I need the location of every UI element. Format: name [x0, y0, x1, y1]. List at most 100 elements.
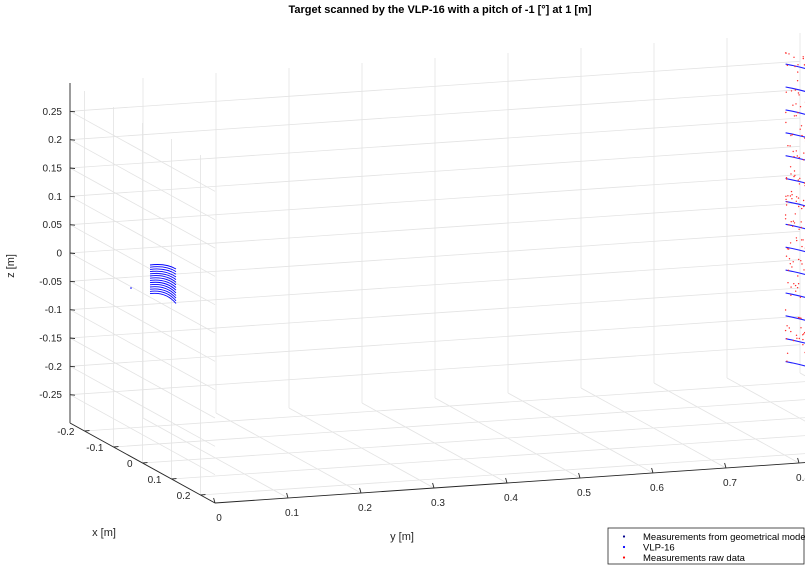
raw-data-point [786, 178, 788, 180]
raw-data-point [801, 134, 803, 137]
raw-data-point [790, 173, 792, 175]
raw-data-point [787, 269, 790, 271]
raw-data-point [802, 57, 804, 60]
x-tick-label: -0.1 [86, 443, 104, 454]
axis-lines [69, 83, 805, 504]
raw-data-point [789, 242, 792, 244]
chart-title: Target scanned by the VLP-16 with a pitc… [288, 4, 591, 16]
raw-data-point [792, 225, 794, 227]
raw-data-point [802, 344, 804, 346]
z-tick-label: 0 [56, 249, 62, 260]
raw-data-point [789, 166, 792, 168]
raw-data-point [800, 226, 802, 229]
z-tick-mark [69, 394, 76, 396]
raw-data-point [803, 205, 805, 208]
model-scan-line [785, 177, 805, 184]
vlp16-scan-arc [149, 288, 177, 299]
raw-data-point [792, 220, 795, 222]
legend-label-vlp16: VLP-16 [643, 543, 675, 554]
vlp16-scan-arc [149, 272, 177, 280]
raw-data-point [785, 121, 787, 124]
raw-data-point [793, 115, 796, 117]
model-scan-line [785, 315, 805, 321]
raw-data-point [792, 150, 794, 153]
raw-data-point [797, 64, 799, 66]
grid-line [69, 202, 801, 254]
grid-line [69, 174, 801, 226]
raw-data-point [786, 352, 789, 354]
grid-line [69, 344, 801, 396]
x-tick-label: 0.1 [148, 475, 162, 486]
raw-data-point [802, 199, 805, 202]
raw-data-point [785, 52, 787, 54]
raw-data-point [787, 145, 789, 147]
raw-data-point [800, 221, 802, 223]
grid-line [84, 381, 805, 432]
z-tick-mark [69, 309, 76, 311]
vlp16-scan-arc [149, 275, 177, 283]
raw-data-point [792, 104, 794, 106]
model-scan-line [785, 86, 805, 92]
raw-data-point [785, 198, 787, 201]
raw-data-point [788, 327, 790, 329]
raw-data-point [790, 221, 792, 223]
raw-data-point [788, 224, 790, 226]
grid-line [200, 453, 805, 496]
raw-data-point [795, 150, 797, 152]
model-scan-line [785, 132, 805, 138]
raw-data-point [798, 258, 800, 261]
raw-data-point [797, 71, 799, 73]
raw-data-point [803, 152, 805, 154]
y-tick-label: 0 [216, 513, 222, 524]
y-tick-mark [213, 497, 216, 504]
x-tick-label: -0.2 [57, 427, 75, 438]
raw-data-point [793, 56, 795, 58]
raw-data-point [797, 197, 800, 199]
raw-data-point [802, 334, 804, 336]
z-tick-label: 0.15 [43, 164, 63, 175]
legend-label-raw: Measurements raw data [643, 553, 746, 564]
raw-data-point [793, 156, 795, 158]
raw-data-point [795, 115, 797, 117]
raw-data-point [785, 91, 787, 93]
raw-data-point [801, 207, 803, 210]
raw-data-point [798, 228, 800, 230]
raw-data-point [790, 294, 792, 296]
raw-data-point [795, 237, 798, 239]
y-tick-label: 0.5 [577, 488, 591, 499]
raw-data-point [789, 195, 792, 197]
y-tick-label: 0.6 [650, 483, 664, 494]
raw-data-point [798, 205, 800, 208]
z-tick-label: 0.1 [48, 192, 62, 203]
grid-line [113, 399, 805, 448]
raw-data-point [794, 65, 796, 68]
vlp16-scan-arc [149, 264, 177, 270]
raw-data-point [795, 200, 797, 202]
raw-data-point [803, 333, 805, 335]
raw-data-point [784, 309, 787, 311]
raw-data-point [791, 198, 793, 200]
raw-data-point [791, 266, 793, 268]
raw-data-point [796, 287, 799, 289]
x-tick-labels: -0.2 -0.1 0 0.1 0.2 [57, 427, 206, 502]
y-tick-mark [286, 492, 289, 499]
raw-data-point [785, 338, 788, 340]
grid-line [69, 89, 801, 141]
raw-data-point [797, 112, 799, 114]
raw-data-point [797, 275, 799, 277]
raw-data-point [786, 248, 789, 250]
raw-data-point [797, 283, 800, 285]
y-tick-label: 0.3 [431, 498, 445, 509]
vlp16-origin-point [130, 287, 132, 289]
raw-data-point [784, 218, 787, 220]
z-tick-mark [69, 252, 76, 254]
raw-data-point [788, 53, 790, 55]
model-scan-line [785, 269, 805, 276]
raw-data-point [791, 134, 794, 136]
raw-data-point [787, 195, 789, 197]
legend-marker-vlp16 [622, 545, 626, 549]
raw-data-point [790, 286, 792, 288]
raw-data-point [787, 282, 789, 284]
raw-data-point [795, 290, 797, 292]
model-scan-line [785, 223, 805, 230]
